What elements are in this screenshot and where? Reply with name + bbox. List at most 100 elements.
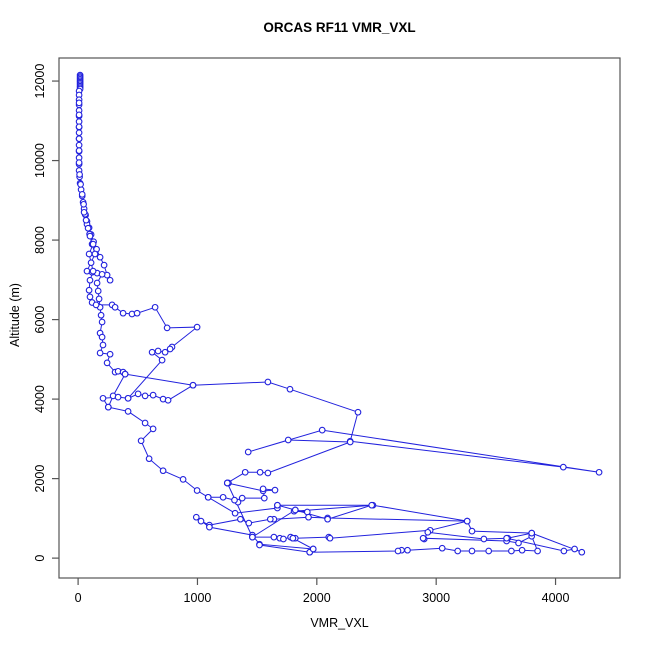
y-tick-label: 2000 <box>33 465 47 493</box>
data-point <box>145 455 153 463</box>
data-point <box>264 378 272 386</box>
data-point <box>238 494 246 502</box>
data-point <box>219 493 227 501</box>
data-point <box>164 396 172 404</box>
data-point <box>463 517 471 525</box>
data-point <box>77 181 84 188</box>
data-point <box>260 494 268 502</box>
data-point <box>480 535 488 543</box>
data-point <box>241 468 249 476</box>
data-point <box>148 348 156 356</box>
y-tick-label: 8000 <box>33 226 47 254</box>
data-point <box>91 250 99 258</box>
data-point <box>75 141 83 149</box>
data-point <box>245 519 253 527</box>
data-point <box>166 345 174 353</box>
data-point <box>87 259 95 267</box>
data-point <box>95 295 103 303</box>
data-point <box>75 147 83 154</box>
x-tick-label: 0 <box>75 591 82 605</box>
data-point <box>404 546 411 554</box>
data-point <box>534 547 541 555</box>
data-point <box>106 276 114 284</box>
data-point <box>124 394 132 402</box>
data-point <box>163 324 171 332</box>
data-point <box>89 240 97 248</box>
data-point <box>266 515 274 523</box>
data-point <box>419 534 427 542</box>
data-point <box>149 425 157 433</box>
data-point <box>137 437 145 445</box>
data-point <box>114 393 122 401</box>
data-point <box>85 250 93 258</box>
data-point <box>264 469 272 477</box>
data-point <box>595 468 603 476</box>
data-point <box>103 359 111 367</box>
data-point <box>231 496 238 504</box>
data-point <box>121 370 129 378</box>
data-point <box>249 533 256 541</box>
data-point <box>161 348 169 356</box>
data-point <box>179 476 187 483</box>
data-point <box>86 293 94 301</box>
data-point <box>96 349 104 357</box>
data-point <box>284 436 292 444</box>
data-point <box>89 267 97 275</box>
data-point <box>124 408 132 415</box>
x-tick-label: 1000 <box>184 591 212 605</box>
data-point <box>80 200 87 208</box>
data-point <box>80 208 88 216</box>
data-point <box>192 513 200 521</box>
data-point <box>82 216 90 224</box>
series-line <box>226 482 372 538</box>
data-point <box>468 547 476 555</box>
data-point <box>85 286 93 294</box>
data-point <box>98 333 106 341</box>
data-point <box>149 391 157 399</box>
data-point <box>271 486 279 494</box>
plot-frame <box>58 57 621 579</box>
data-point <box>75 159 83 166</box>
data-point <box>96 253 104 261</box>
data-point <box>75 135 83 143</box>
data-point <box>354 408 362 416</box>
x-tick-label: 2000 <box>303 591 331 605</box>
data-point <box>508 547 515 555</box>
data-point <box>99 341 107 349</box>
data-point <box>560 547 568 555</box>
data-point <box>86 276 94 284</box>
data-point <box>159 467 167 475</box>
data-point <box>318 426 326 434</box>
data-point <box>346 438 354 446</box>
data-point <box>134 390 142 398</box>
data-point <box>256 541 263 549</box>
data-point <box>578 548 586 556</box>
data-point <box>119 309 127 317</box>
data-point <box>256 468 264 476</box>
data-point <box>189 381 197 389</box>
y-tick-label: 0 <box>33 555 47 562</box>
data-point <box>104 403 112 411</box>
data-point <box>158 356 166 364</box>
data-point <box>100 261 108 269</box>
data-point <box>93 279 101 287</box>
data-point <box>86 232 94 240</box>
data-point <box>231 509 239 517</box>
data-point <box>133 309 141 317</box>
data-point <box>485 547 493 555</box>
data-point <box>518 546 526 554</box>
y-tick-label: 6000 <box>33 306 47 334</box>
data-point <box>559 463 567 471</box>
data-point <box>98 270 106 278</box>
data-point <box>280 535 287 543</box>
data-point <box>324 515 331 523</box>
data-point <box>244 448 252 456</box>
y-tick-label: 10000 <box>33 143 47 178</box>
data-point <box>84 224 92 232</box>
chart-title: ORCAS RF11 VMR_VXL <box>263 20 416 35</box>
data-point <box>141 419 149 427</box>
data-point <box>111 303 119 311</box>
x-axis-label: VMR_VXL <box>310 616 369 630</box>
